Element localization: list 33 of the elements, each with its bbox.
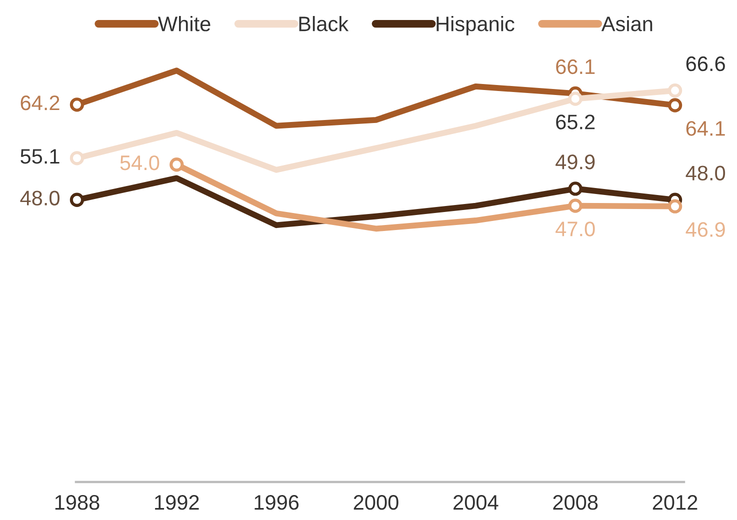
point: [170, 158, 184, 172]
point: [70, 192, 84, 207]
x-tick-label: 2008: [553, 495, 598, 510]
data-label: 49.9: [556, 154, 595, 170]
point: [668, 199, 682, 214]
data-label: 65.2: [556, 114, 595, 130]
x-tick-label: 1996: [254, 495, 299, 510]
point: [568, 92, 582, 106]
data-label: 55.1: [20, 149, 60, 164]
legend-label: Black: [299, 16, 349, 32]
data-label: 48.0: [686, 166, 726, 180]
data-label: 54.0: [120, 155, 160, 170]
data-label: 66.1: [556, 59, 595, 74]
data-label: 66.6: [686, 56, 725, 72]
x-tick-label: 2012: [652, 495, 698, 510]
point: [70, 98, 84, 112]
x-tick-label: 2004: [454, 495, 498, 510]
data-label: 64.1: [686, 121, 725, 136]
point: [70, 151, 84, 166]
point: [568, 182, 582, 196]
data-label: 64.2: [20, 96, 60, 110]
x-tick-label: 2000: [354, 495, 398, 510]
data-label: 46.9: [686, 222, 725, 237]
data-label: 47.0: [556, 222, 595, 236]
x-tick-label: 1988: [55, 495, 100, 510]
point: [668, 98, 682, 112]
x-tick-label: 1992: [155, 495, 199, 510]
point: [568, 198, 582, 213]
point: [668, 83, 682, 98]
legend-label: Asian: [601, 16, 652, 32]
legend-label: White: [158, 16, 210, 32]
legend-label: Hispanic: [436, 16, 514, 36]
data-label: 48.0: [20, 190, 60, 206]
